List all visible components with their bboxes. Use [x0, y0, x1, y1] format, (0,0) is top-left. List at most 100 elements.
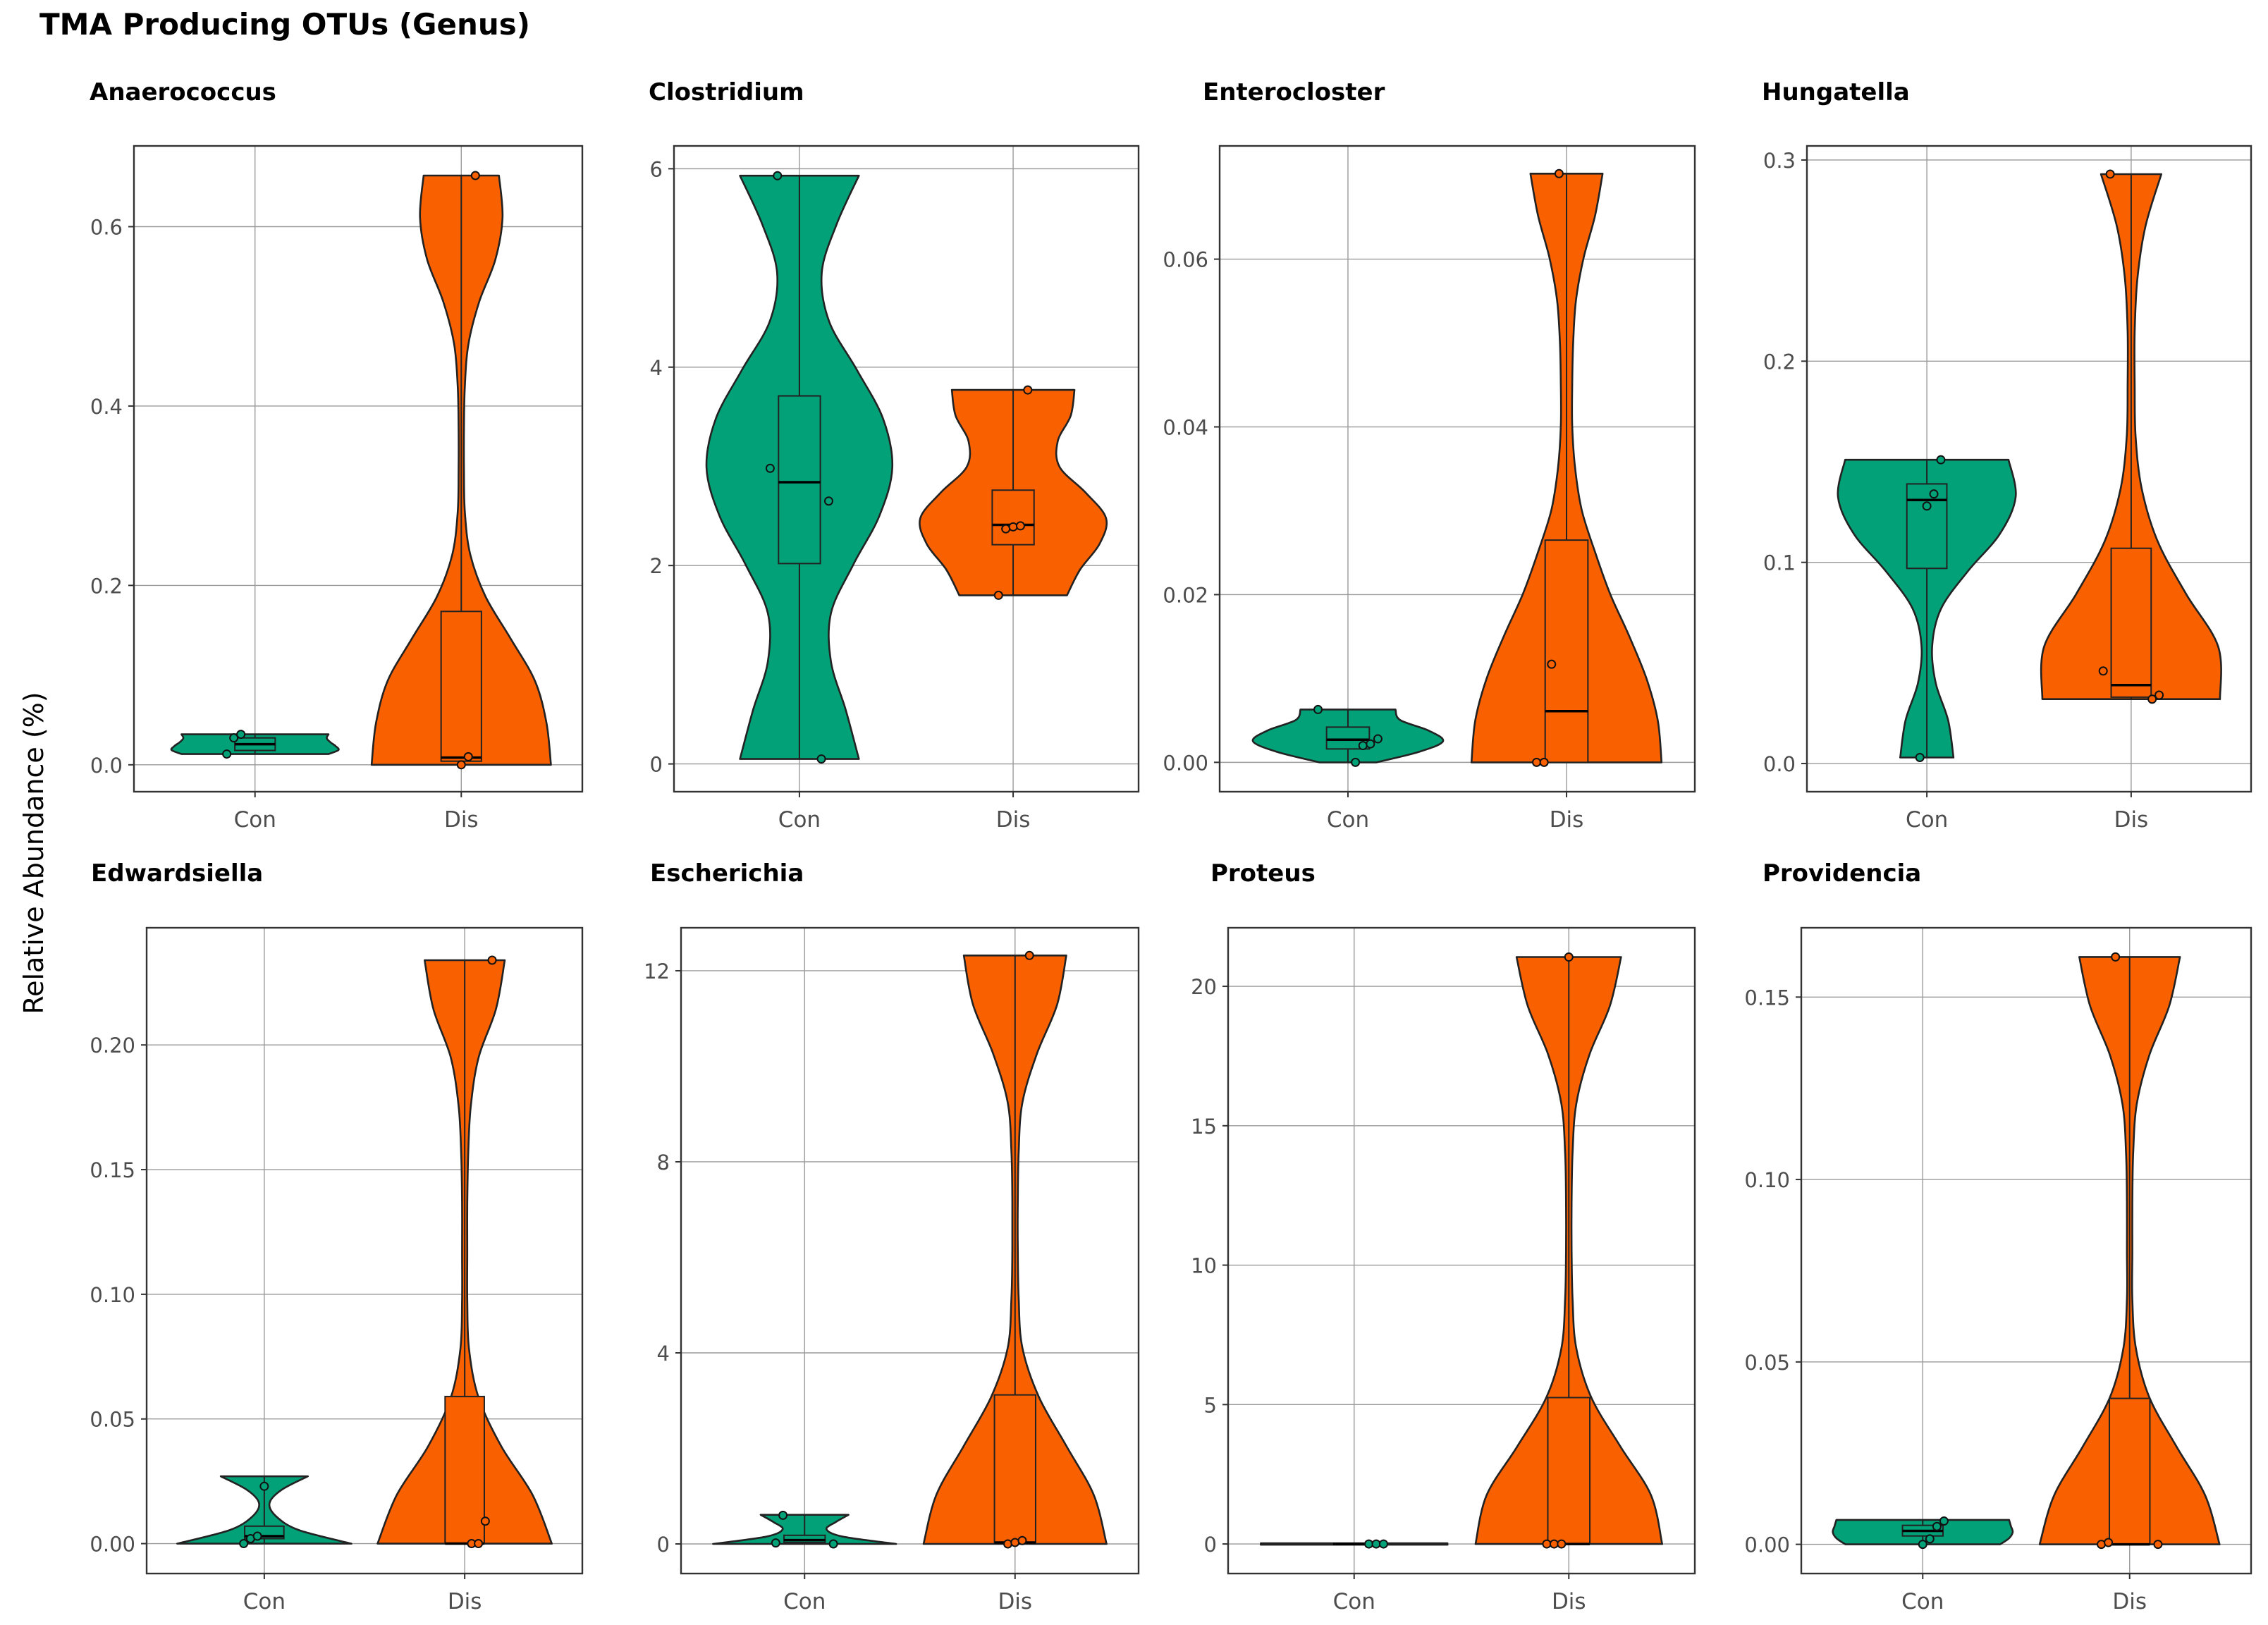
data-point: [2105, 169, 2115, 179]
panel-title: Hungatella: [1762, 78, 1910, 106]
data-point: [259, 1481, 269, 1491]
violin-panel-proteus: Proteus 0 5 10 15 20 Con Dis: [1191, 859, 1696, 1614]
panel-border: [1806, 145, 2252, 793]
x-tick-label: Con: [783, 1589, 826, 1614]
x-tick-label: Dis: [2112, 1589, 2147, 1614]
y-tick-label: 10: [1191, 1254, 1217, 1278]
box: [778, 395, 821, 565]
data-point: [239, 1539, 249, 1549]
x-tick-label: Con: [1906, 807, 1948, 833]
y-tick-label: 0.10: [90, 1283, 135, 1307]
x-tick-label: Dis: [1550, 807, 1584, 833]
violin-panel-edwardsiella: Edwardsiella 0.00 0.05 0.10 0.15 0.20 Con Dis: [90, 859, 584, 1614]
violin-panel-providencia: Providencia 0.00 0.05 0.10 0.15 Con Dis: [1744, 859, 2252, 1614]
data-point: [2147, 694, 2157, 704]
data-point: [1015, 521, 1025, 531]
y-tick-label: 15: [1191, 1115, 1217, 1139]
data-point: [487, 955, 497, 965]
y-tick-label: 0.05: [1744, 1351, 1790, 1375]
data-point: [1547, 659, 1557, 669]
y-tick-label: 0.10: [1744, 1168, 1790, 1192]
box: [993, 1394, 1036, 1545]
data-point: [1915, 752, 1925, 762]
data-point: [1939, 1516, 1949, 1526]
y-tick-label: 4: [650, 356, 663, 380]
data-point: [823, 496, 833, 506]
violin-panel-anaerococcus: Anaerococcus 0.0 0.2 0.4 0.6 Con Dis: [90, 78, 584, 833]
x-tick-label: Con: [778, 807, 821, 833]
data-point: [222, 749, 232, 759]
data-point: [2098, 666, 2108, 676]
box: [1906, 483, 1948, 570]
data-point: [1542, 1539, 1552, 1549]
data-point: [236, 730, 246, 740]
y-tick-label: 20: [1191, 975, 1217, 999]
data-point: [1532, 757, 1542, 767]
panel-border: [133, 145, 584, 793]
panel-title: Edwardsiella: [91, 859, 263, 888]
y-tick-label: 0.00: [1163, 751, 1208, 775]
data-point: [1549, 1539, 1559, 1549]
panel-border: [1227, 926, 1696, 1575]
data-point: [1925, 1534, 1935, 1544]
y-tick-label: 0.2: [90, 574, 123, 598]
y-tick-label: 2: [650, 554, 663, 578]
data-point: [1008, 522, 1018, 532]
y-tick-label: 0.6: [90, 216, 123, 240]
y-tick-label: 0.05: [90, 1408, 135, 1432]
data-point: [474, 1539, 484, 1549]
y-tick-label: 5: [1204, 1393, 1217, 1417]
x-tick-label: Con: [1333, 1589, 1375, 1614]
data-point: [456, 760, 466, 770]
data-point: [1936, 455, 1946, 465]
data-point: [1023, 385, 1033, 395]
data-point: [1358, 741, 1368, 751]
data-point: [1539, 757, 1549, 767]
panel-title: Escherichia: [650, 859, 804, 888]
y-tick-label: 0.2: [1763, 350, 1796, 374]
panel-title: Enterocloster: [1203, 78, 1385, 106]
data-point: [1929, 489, 1939, 499]
data-point: [1918, 1540, 1927, 1550]
data-point: [1313, 704, 1323, 714]
y-tick-label: 0.00: [1744, 1533, 1790, 1557]
y-tick-label: 0: [650, 753, 663, 777]
data-point: [1351, 757, 1361, 767]
data-point: [463, 752, 473, 761]
y-tick-label: 0.15: [90, 1158, 135, 1182]
data-point: [1378, 1539, 1388, 1549]
data-point: [2111, 952, 2121, 962]
data-point: [1922, 501, 1932, 511]
data-point: [1003, 1539, 1013, 1549]
data-point: [773, 171, 783, 180]
data-point: [1371, 1539, 1381, 1549]
data-point: [2104, 1538, 2114, 1547]
data-point: [1557, 1539, 1567, 1549]
panel-border: [145, 926, 584, 1575]
box: [1547, 1397, 1591, 1545]
x-tick-label: Con: [234, 807, 276, 833]
y-tick-label: 0.4: [90, 395, 123, 419]
box: [2110, 547, 2152, 698]
x-tick-label: Dis: [996, 807, 1031, 833]
x-tick-label: Dis: [448, 1589, 482, 1614]
x-tick-label: Con: [243, 1589, 286, 1614]
data-point: [1017, 1535, 1027, 1545]
violin-panel-clostridium: Clostridium 0 2 4 6 Con Dis: [649, 78, 1140, 833]
data-point: [765, 463, 775, 473]
box: [1544, 539, 1589, 764]
data-point: [1564, 952, 1574, 962]
box: [2109, 1397, 2151, 1545]
y-tick-label: 0: [1204, 1533, 1217, 1557]
box: [440, 611, 482, 762]
data-point: [229, 733, 239, 743]
data-point: [480, 1516, 490, 1526]
panel-border: [673, 145, 1140, 793]
data-point: [771, 1538, 780, 1548]
data-point: [816, 754, 826, 764]
panel-border: [1218, 145, 1696, 793]
x-tick-label: Dis: [444, 807, 479, 833]
y-tick-label: 6: [650, 157, 663, 181]
y-tick-label: 8: [657, 1151, 670, 1175]
